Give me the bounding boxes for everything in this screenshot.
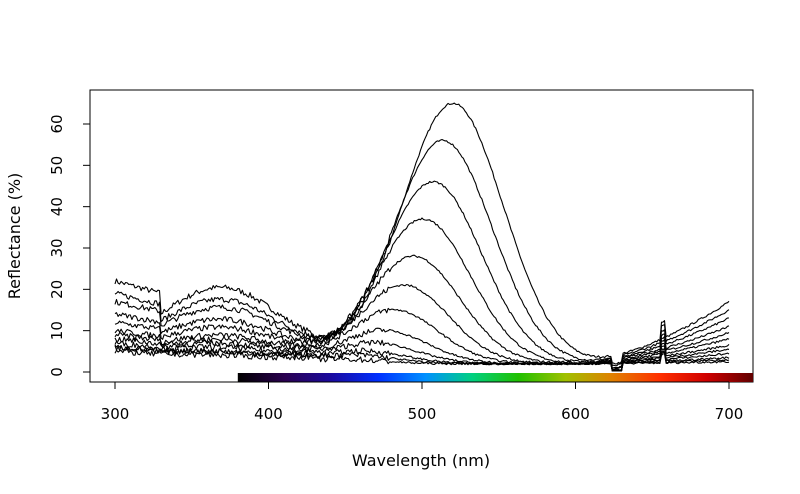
y-tick-label: 30: [48, 238, 66, 257]
y-tick-label: 20: [48, 280, 66, 299]
reflectance-series: [114, 102, 730, 372]
y-axis-title: Reflectance (%): [5, 173, 24, 300]
x-axis-title: Wavelength (nm): [352, 451, 490, 470]
reflectance-line: [114, 327, 730, 372]
y-axis: 0 10 20 30 40 50 60: [48, 114, 91, 377]
y-tick-label: 40: [48, 197, 66, 216]
x-tick-label: 700: [715, 405, 744, 423]
reflectance-line: [114, 217, 730, 371]
y-tick-label: 50: [48, 156, 66, 175]
spectrum-color-bar: [237, 373, 754, 382]
x-tick-label: 300: [101, 405, 130, 423]
y-tick-label: 0: [48, 367, 66, 377]
reflectance-line: [114, 254, 730, 372]
y-tick-label: 60: [48, 114, 66, 133]
x-tick-label: 400: [254, 405, 283, 423]
reflectance-line: [114, 180, 729, 369]
x-axis: 300 400 500 600 700: [101, 381, 744, 423]
reflectance-line: [114, 307, 730, 372]
x-tick-label: 600: [561, 405, 590, 423]
reflectance-line: [114, 283, 730, 372]
y-tick-label: 10: [48, 321, 66, 340]
spectrum-bar-fill: [237, 373, 754, 382]
reflectance-line: [114, 348, 730, 372]
x-tick-label: 500: [408, 405, 437, 423]
reflectance-line: [114, 138, 730, 367]
reflectance-line: [114, 102, 730, 365]
